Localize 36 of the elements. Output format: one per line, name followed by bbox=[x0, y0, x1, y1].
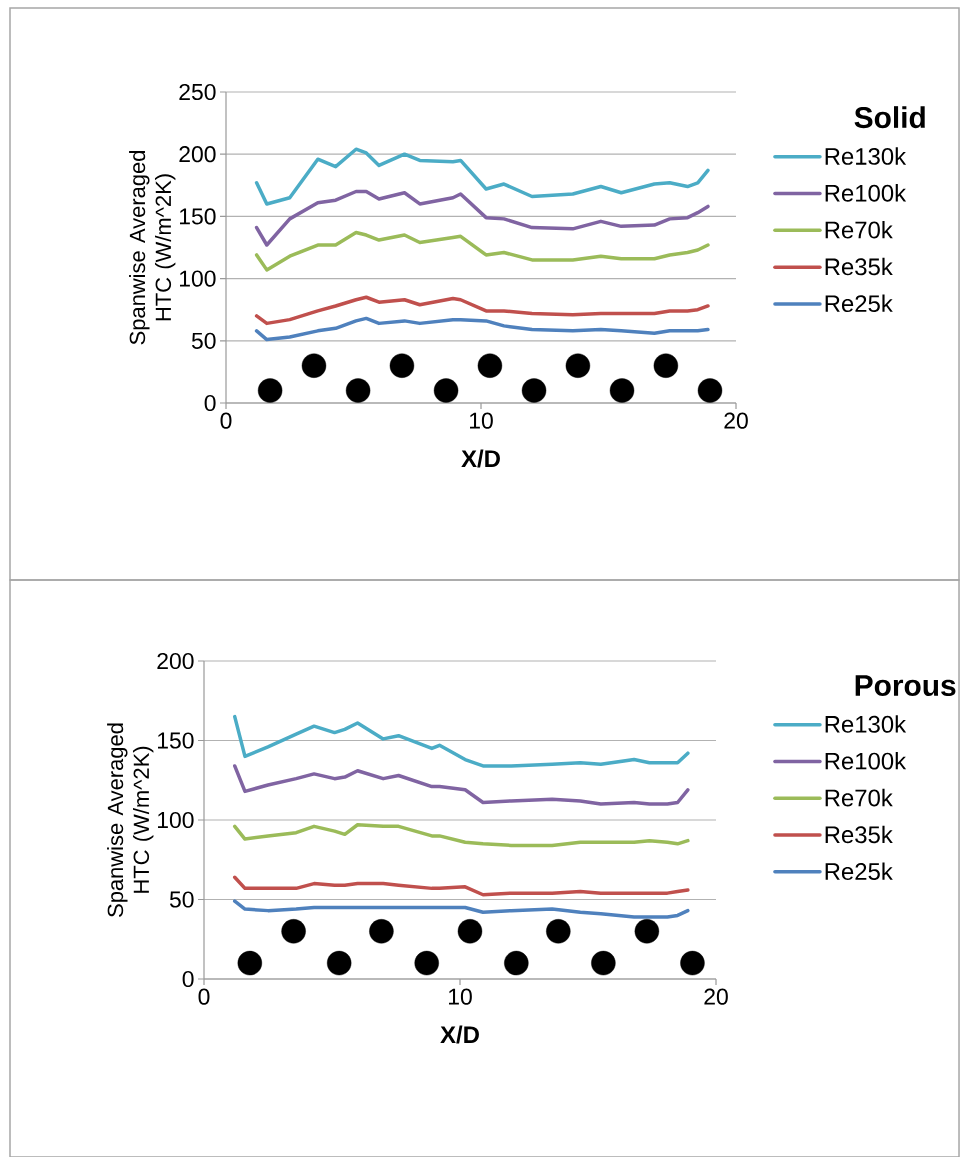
legend-title: Porous bbox=[855, 675, 956, 697]
y-tick-label: 0 bbox=[204, 394, 216, 412]
y-axis-title: Spanwise Averaged HTC (W/m^2K) bbox=[107, 723, 154, 917]
legend-label: Re25k bbox=[825, 294, 893, 313]
legend-title: Solid bbox=[854, 106, 925, 129]
x-tick-label: 0 bbox=[220, 412, 232, 429]
x-axis-title: X/D bbox=[440, 1025, 479, 1044]
legend-label: Re100k bbox=[825, 752, 907, 770]
x-tick-label: 10 bbox=[449, 988, 472, 1005]
y-tick-label: 200 bbox=[179, 146, 216, 163]
y-axis-title: Spanwise Averaged HTC (W/m^2K) bbox=[129, 151, 176, 345]
line-series bbox=[254, 230, 710, 272]
y-tick-label: 50 bbox=[169, 891, 194, 908]
y-tick-label: 250 bbox=[179, 83, 216, 101]
y-tick-label: 150 bbox=[180, 208, 216, 225]
legend-label: Re70k bbox=[825, 220, 893, 239]
x-tick-label: 10 bbox=[470, 412, 493, 429]
legend-label: Re100k bbox=[825, 184, 907, 202]
line-series bbox=[254, 147, 710, 206]
y-tick-label: 100 bbox=[158, 811, 194, 829]
legend-label: Re35k bbox=[825, 825, 893, 844]
legend-label: Re70k bbox=[825, 788, 893, 807]
x-tick-label: 20 bbox=[724, 412, 748, 429]
y-tick-label: 50 bbox=[191, 332, 216, 349]
legend-label: Re130k bbox=[825, 715, 907, 733]
legend-label: Re25k bbox=[825, 862, 893, 881]
legend-label: Re35k bbox=[825, 257, 893, 276]
x-axis-title: X/D bbox=[461, 449, 500, 468]
x-tick-label: 20 bbox=[704, 988, 728, 1005]
y-tick-label: 100 bbox=[180, 270, 216, 287]
y-tick-label: 200 bbox=[157, 652, 194, 670]
line-series bbox=[254, 189, 710, 247]
legend-label: Re130k bbox=[825, 147, 907, 165]
line-series bbox=[232, 764, 690, 806]
y-tick-label: 0 bbox=[182, 970, 194, 988]
y-tick-label: 150 bbox=[158, 732, 194, 749]
